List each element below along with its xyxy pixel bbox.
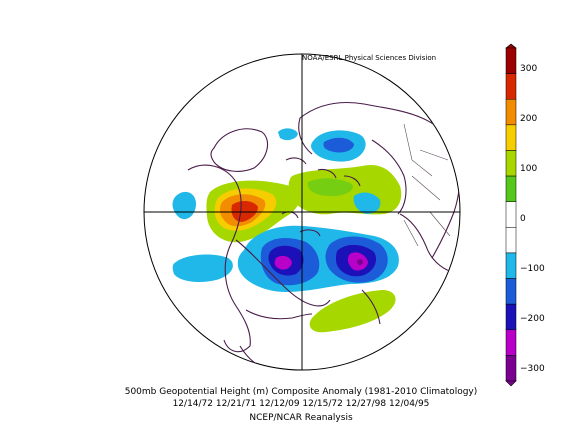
negative-anomaly-greenland: [278, 128, 366, 162]
colorbar-tick-minus-100: −100: [520, 264, 545, 274]
colorbar-tick-100: 100: [520, 164, 538, 174]
colorbar-cell: [505, 329, 517, 356]
country-borders: [403, 123, 451, 247]
colorbar-tick-0: 0: [520, 214, 526, 224]
positive-anomaly-west-atlantic: [206, 180, 301, 243]
positive-anomaly-north-pacific: [309, 290, 396, 333]
colorbar-cell: [505, 303, 517, 331]
colorbar: [505, 43, 517, 387]
colorbar-cell: [505, 355, 517, 382]
colorbar-tick-200: 200: [520, 114, 538, 124]
negative-anomaly-alaska: [325, 236, 388, 283]
colorbar-cell: [505, 175, 517, 202]
caption-dates: 12/14/72 12/21/71 12/12/09 12/15/72 12/2…: [172, 399, 430, 409]
caption-title: 500mb Geopotential Height (m) Composite …: [124, 387, 478, 397]
colorbar-bottom-arrow: [505, 380, 517, 387]
credit-label: NOAA/ESRL Physical Sciences Division: [302, 54, 437, 62]
colorbar-cell: [505, 278, 517, 305]
negative-anomaly-north-atlantic: [172, 254, 233, 282]
colorbar-cell: [505, 201, 517, 228]
colorbar-cell: [505, 73, 517, 100]
colorbar-cell: [505, 98, 517, 126]
kamchatka-outline: [361, 289, 381, 325]
alaska-outline: [245, 309, 313, 320]
caption-source: NCEP/NCAR Reanalysis: [249, 413, 353, 423]
positive-anomaly-eurasia: [288, 164, 402, 215]
colorbar-tick-minus-200: −200: [520, 314, 545, 324]
colorbar-cell: [505, 124, 517, 151]
negative-anomaly-siberia-west: [353, 192, 381, 214]
north-america-outline: [187, 164, 331, 353]
colorbar-cell: [505, 47, 517, 74]
europe-outline: [399, 213, 453, 273]
arctic-islands-outline: [281, 157, 361, 237]
colorbar-cell: [505, 227, 517, 254]
colorbar-cell: [505, 252, 517, 279]
colorbar-top-arrow: [505, 43, 517, 49]
colorbar-cell: [505, 150, 517, 177]
colorbar-tick-300: 300: [520, 64, 538, 74]
colorbar-tick-minus-300: −300: [520, 364, 545, 374]
continent-outlines: [187, 101, 460, 369]
greenland-outline: [210, 128, 269, 172]
